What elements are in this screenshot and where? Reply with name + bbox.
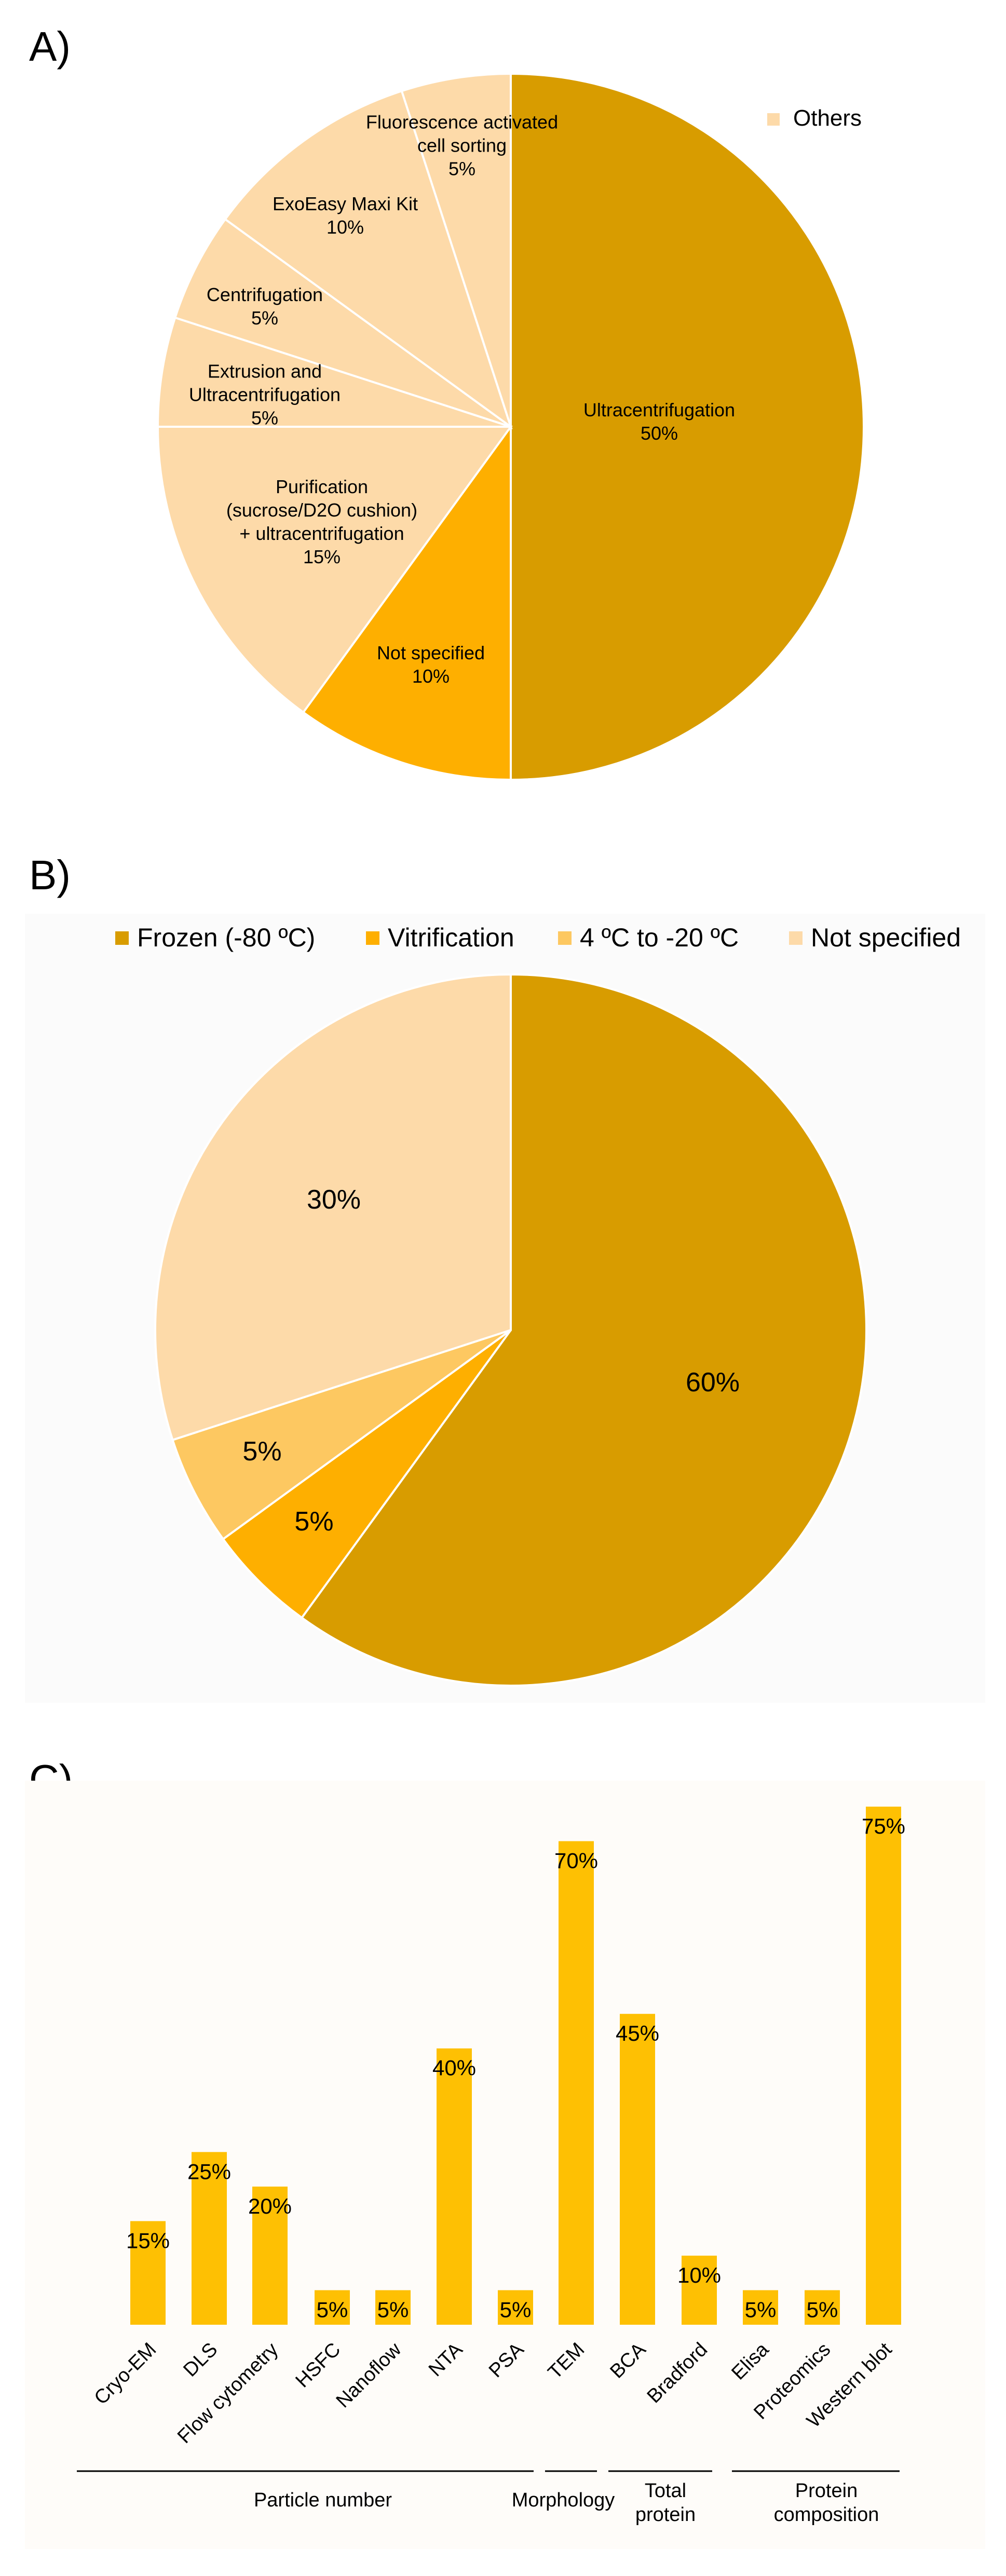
pie-a-label-purification-sucrose-d2o-cushion-ultracentrifugation: Purification (sucrose/D2O cushion) + ultra… <box>226 476 417 567</box>
pie-a-slice-purification-sucrose-d2o-cushion-ultracentrifugation <box>156 426 513 714</box>
panel-a-label: A) <box>29 23 71 70</box>
group-label-line: Particle number <box>254 2489 392 2511</box>
pie-a-slice-fluorescence-activated-cell-sorting <box>400 72 512 427</box>
bar-value-label-bradford: 10% <box>677 2263 721 2287</box>
legend-label-not-specified: Not specified <box>811 923 961 952</box>
legend-label-others: Others <box>793 105 862 131</box>
pie-b-slice-not-specified <box>154 973 512 1442</box>
bar-value-label-flow-cytometry: 20% <box>248 2194 292 2218</box>
pie-a-label-extrusion-and-ultracentrifugation-line: Ultracentrifugation <box>189 384 341 405</box>
group-label-line: protein <box>635 2504 696 2526</box>
pie-b-slice-frozen-80-c <box>300 973 867 1687</box>
bar-value-label-elisa: 5% <box>745 2297 777 2322</box>
pie-a-label-fluorescence-activated-cell-sorting-line: cell sorting <box>417 135 507 156</box>
pie-a-label-not-specified-line: Not specified <box>377 642 485 663</box>
pie-a-label-purification-sucrose-d2o-cushion-ultracentrifugation-line: + ultracentrifugation <box>239 523 404 544</box>
bar-value-label-proteomics: 5% <box>807 2297 838 2322</box>
pie-a-label-exoeasy-maxi-kit: ExoEasy Maxi Kit 10% <box>273 193 418 238</box>
legend-label-vitrification: Vitrification <box>388 923 514 952</box>
pie-a-label-ultracentrifugation-line: Ultracentrifugation <box>583 399 735 421</box>
pie-a-slice-extrusion-and-ultracentrifugation <box>156 316 511 428</box>
group-label-morphology: Morphology <box>512 2489 615 2511</box>
group-label-particle-number: Particle number <box>254 2489 392 2511</box>
panel-a-chart: Ultracentrifugation 50%Not specified 10%Pu… <box>156 72 865 781</box>
bar-bca <box>620 2014 655 2325</box>
legend-label-4-c-to-20-c: 4 ºC to -20 ºC <box>580 923 739 952</box>
pie-a-label-exoeasy-maxi-kit-line: 10% <box>327 216 364 238</box>
bar-value-label-tem: 70% <box>554 1849 598 1873</box>
pie-b-label-frozen-80-c: 60% <box>686 1367 740 1398</box>
pie-a-label-extrusion-and-ultracentrifugation: Extrusion and Ultracentrifugation 5% <box>189 361 341 429</box>
bar-value-label-hsfc: 5% <box>317 2297 348 2322</box>
pie-a-label-purification-sucrose-d2o-cushion-ultracentrifugation-line: 15% <box>303 546 341 567</box>
bar-value-label-nanoflow: 5% <box>377 2297 409 2322</box>
bar-value-label-western-blot: 75% <box>862 1814 905 1838</box>
bar-value-label-bca: 45% <box>616 2021 659 2045</box>
bar-western-blot <box>866 1807 901 2325</box>
pie-a-label-not-specified-line: 10% <box>412 666 450 687</box>
panel-c-background <box>25 1781 985 2549</box>
group-label-protein-composition: Protein composition <box>774 2480 879 2526</box>
pie-a-label-fluorescence-activated-cell-sorting-line: Fluorescence activated <box>366 112 558 133</box>
pie-a-label-fluorescence-activated-cell-sorting-line: 5% <box>448 158 475 180</box>
pie-a-label-extrusion-and-ultracentrifugation-line: 5% <box>251 408 278 429</box>
pie-a-label-exoeasy-maxi-kit-line: ExoEasy Maxi Kit <box>273 193 418 214</box>
group-label-line: Protein <box>795 2480 858 2502</box>
pie-b-slice-4-c-to-20-c <box>171 1329 512 1541</box>
panel-b-chart: 60% 5% 5% 30% Frozen (-80 ºC) Vitrification 4 … <box>115 923 961 1687</box>
pie-b-legend: Frozen (-80 ºC) Vitrification 4 ºC to -20 … <box>115 923 961 952</box>
pie-a-label-fluorescence-activated-cell-sorting: Fluorescence activated cell sorting 5% <box>366 112 558 180</box>
bar-dls <box>192 2152 227 2325</box>
pie-a-slice-exoeasy-maxi-kit <box>224 89 513 430</box>
pie-a-legend: Others <box>767 105 862 131</box>
pie-a-label-centrifugation: Centrifugation 5% <box>207 284 323 329</box>
legend-swatch-not-specified <box>789 931 803 945</box>
bar-hsfc <box>315 2290 350 2325</box>
panel-b-label: B) <box>29 852 71 898</box>
legend-swatch-vitrification <box>366 931 379 945</box>
pie-b-label-4-c-to-20-c: 5% <box>242 1436 281 1467</box>
pie-a-label-centrifugation-line: Centrifugation <box>207 284 323 305</box>
bar-value-label-cryo-em: 15% <box>126 2228 170 2253</box>
bar-value-label-nta: 40% <box>432 2056 476 2080</box>
legend-swatch-frozen-80-c <box>115 931 129 945</box>
pie-a-label-extrusion-and-ultracentrifugation-line: Extrusion and <box>208 361 322 382</box>
bar-nanoflow <box>375 2290 411 2325</box>
pie-a-slice-ultracentrifugation <box>510 72 865 781</box>
pie-a-label-ultracentrifugation-line: 50% <box>641 423 678 444</box>
bar-value-label-dls: 25% <box>187 2159 231 2184</box>
group-label-line: Total <box>645 2480 686 2502</box>
bar-value-label-psa: 5% <box>500 2297 532 2322</box>
pie-a-label-ultracentrifugation: Ultracentrifugation 50% <box>583 399 735 444</box>
pie-b-slice-vitrification <box>222 1329 512 1619</box>
bar-psa <box>498 2290 533 2325</box>
group-label-line: Morphology <box>512 2489 615 2511</box>
bar-flow-cytometry <box>252 2186 288 2325</box>
group-label-line: composition <box>774 2504 879 2526</box>
pie-a-slice-centrifugation <box>173 218 512 428</box>
bar-elisa <box>743 2290 778 2325</box>
legend-swatch-4-c-to-20-c <box>558 931 572 945</box>
pie-a-label-purification-sucrose-d2o-cushion-ultracentrifugation-line: Purification <box>276 476 368 497</box>
legend-swatch-others <box>767 113 780 126</box>
pie-a-slice-not-specified <box>302 423 512 781</box>
group-label-total-protein: Total protein <box>635 2480 696 2526</box>
bar-proteomics <box>805 2290 840 2325</box>
bar-cryo-em <box>130 2221 166 2325</box>
pie-b-label-not-specified: 30% <box>307 1185 361 1215</box>
pie-b-label-vitrification: 5% <box>294 1507 333 1537</box>
pie-a-label-purification-sucrose-d2o-cushion-ultracentrifugation-line: (sucrose/D2O cushion) <box>226 499 417 521</box>
bar-tem <box>559 1841 594 2325</box>
legend-label-frozen-80-c: Frozen (-80 ºC) <box>137 923 315 952</box>
pie-a-label-not-specified: Not specified 10% <box>377 642 485 687</box>
pie-a-label-centrifugation-line: 5% <box>251 307 278 329</box>
bar-bradford <box>682 2255 717 2325</box>
bar-nta <box>437 2048 472 2325</box>
